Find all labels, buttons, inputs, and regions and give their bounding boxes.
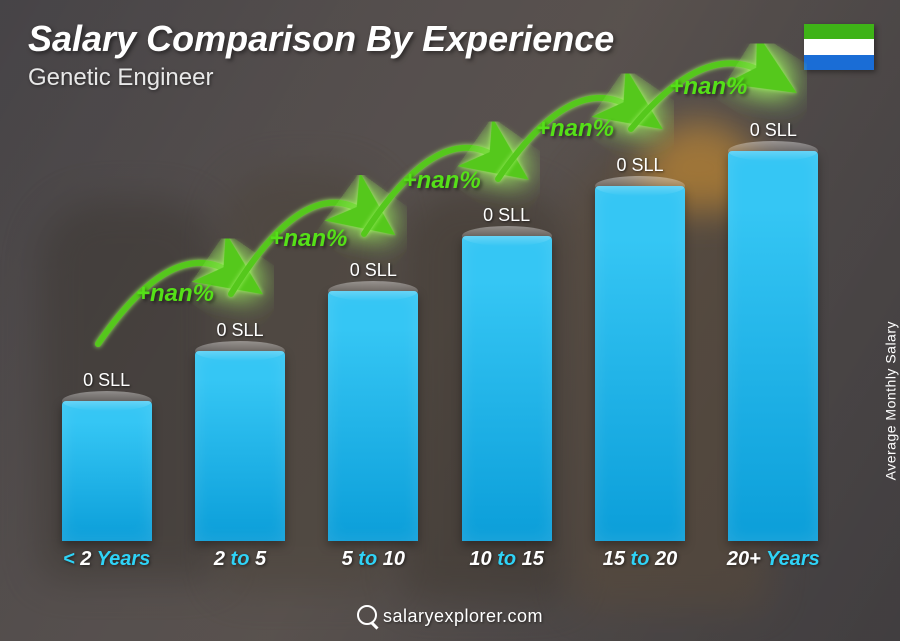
x-axis-label: 15 to 20 [573, 548, 706, 571]
footer-branding: salaryexplorer.com [0, 606, 900, 627]
bar [595, 186, 685, 541]
bar [462, 236, 552, 541]
footer-text: salaryexplorer.com [383, 606, 543, 626]
bar-value-label: 0 SLL [83, 370, 130, 391]
bar [195, 351, 285, 541]
flag-stripe-1 [804, 24, 874, 39]
pct-increase-label: +nan% [669, 73, 747, 101]
pct-increase-label: +nan% [403, 167, 481, 195]
increase-arrow [625, 58, 788, 148]
pct-increase-label: +nan% [136, 280, 214, 308]
chart-subtitle: Genetic Engineer [28, 64, 213, 92]
country-flag [804, 24, 874, 70]
bar-cap [62, 391, 152, 411]
pct-increase-label: +nan% [536, 115, 614, 143]
pct-increase-label: +nan% [269, 225, 347, 253]
y-axis-label: Average Monthly Salary [882, 321, 898, 480]
chart-title: Salary Comparison By Experience [28, 18, 614, 60]
x-axis-label: 10 to 15 [440, 548, 573, 571]
chart-area: 0 SLL< 2 Years0 SLL2 to 5 +nan%0 SLL5 to… [40, 120, 840, 571]
x-axis-label: 5 to 10 [307, 548, 440, 571]
chart-container: Salary Comparison By Experience Genetic … [0, 0, 900, 641]
bar [62, 401, 152, 541]
x-axis-label: 20+ Years [707, 548, 840, 571]
x-axis-label: 2 to 5 [173, 548, 306, 571]
flag-stripe-2 [804, 39, 874, 54]
flag-stripe-3 [804, 55, 874, 70]
x-axis-label: < 2 Years [40, 548, 173, 571]
search-icon [357, 605, 377, 625]
bar [328, 291, 418, 541]
bar [728, 151, 818, 541]
